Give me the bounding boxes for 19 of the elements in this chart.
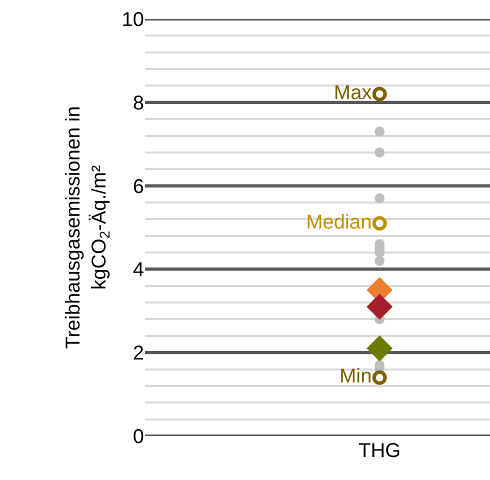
y-tick-label: 10 xyxy=(122,9,144,31)
y-tick-label: 0 xyxy=(132,426,144,448)
point xyxy=(372,370,387,385)
point xyxy=(374,126,385,137)
point xyxy=(374,256,385,266)
point xyxy=(372,86,387,102)
series-label: Max xyxy=(334,82,372,104)
series-label: Median xyxy=(306,211,372,234)
point xyxy=(366,335,393,362)
point xyxy=(374,193,385,204)
y-tick-label: 2 xyxy=(132,342,144,365)
y-tick-label: 8 xyxy=(132,92,144,114)
y-tick-label: 4 xyxy=(132,259,144,282)
x-tick-label: THG xyxy=(358,440,401,462)
series-label: Min xyxy=(339,366,372,388)
y-tick-label: 6 xyxy=(132,176,144,198)
point xyxy=(366,294,393,320)
point xyxy=(374,147,385,158)
point xyxy=(372,216,387,231)
